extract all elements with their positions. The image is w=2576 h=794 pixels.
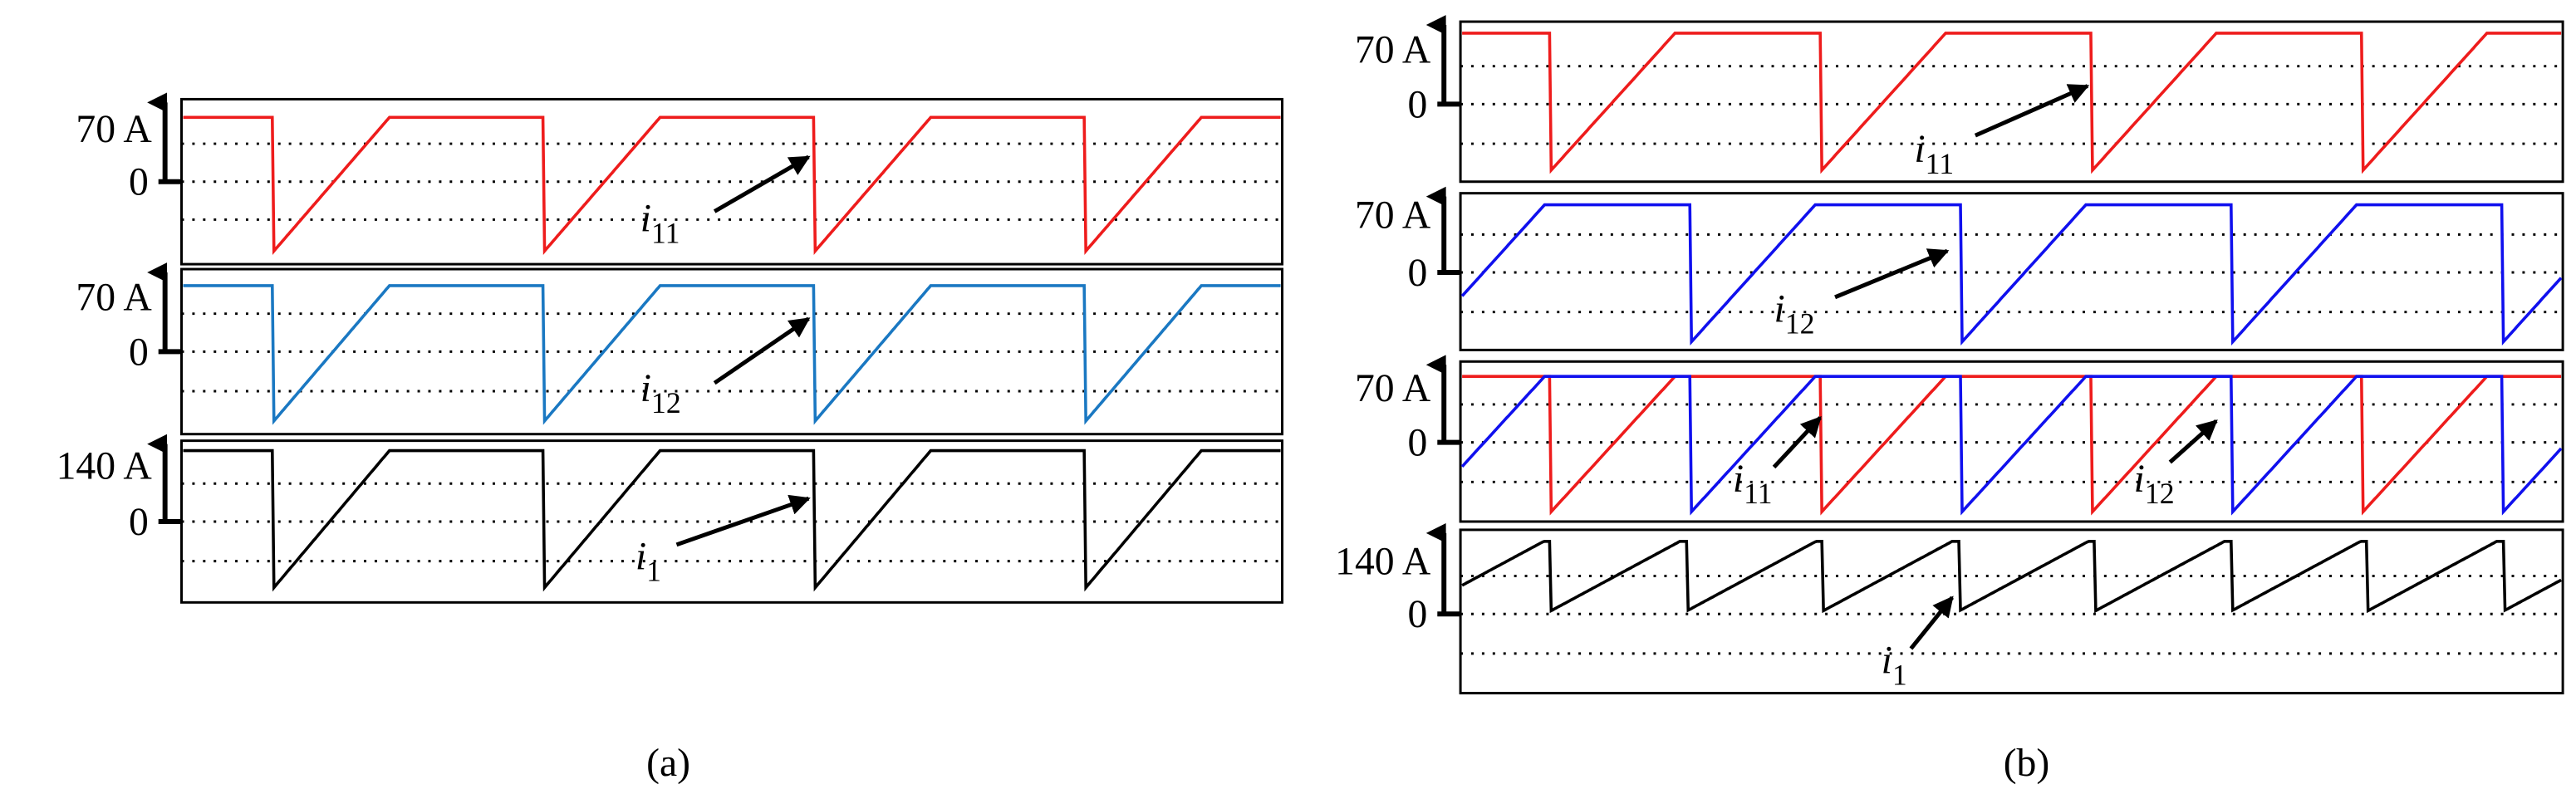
zero-label: 0 (1408, 252, 1428, 295)
symbol: i (635, 536, 646, 579)
subscript: 12 (2145, 477, 2175, 510)
zero-label: 0 (1408, 83, 1428, 126)
trace-label: i12 (2134, 458, 2175, 510)
symbol: i (2134, 458, 2145, 501)
plot-frame (1459, 192, 2564, 351)
pointer-arrow (713, 154, 811, 213)
trace-label: i12 (640, 367, 681, 419)
plot-frame (1459, 20, 2564, 184)
trace-label: i11 (1914, 128, 1954, 180)
zero-label: 0 (129, 331, 149, 374)
pointer-arrow (1834, 248, 1950, 300)
trace-label: i12 (1774, 288, 1815, 341)
plot-frame (1459, 528, 2564, 695)
plot: 70 A 0 i11 (1355, 15, 2564, 184)
scale-label: 70 A (1355, 194, 1431, 237)
plot: 140 A 0 i1 (1335, 522, 2564, 695)
plot: 70 A 0 i12 (1355, 186, 2564, 351)
caption: (a) (646, 742, 690, 785)
plot: 70 A 0 i11 (76, 92, 1284, 266)
waveform (1461, 540, 2563, 614)
zero-label: 0 (1408, 422, 1428, 465)
waveform (183, 448, 1281, 592)
symbol: i (1774, 288, 1785, 331)
scale-label: 70 A (76, 108, 152, 151)
symbol: i (640, 367, 651, 410)
subscript: 1 (1892, 659, 1907, 692)
waveform (183, 115, 1281, 256)
plot: 140 A 0 i1 (56, 434, 1284, 604)
subscript: 11 (1744, 477, 1772, 510)
plot-frame (1459, 360, 2564, 523)
trace-label: i1 (1882, 640, 1907, 692)
trace-label: i1 (635, 536, 661, 588)
pointer-arrow (1974, 84, 2090, 138)
symbol: i (1882, 640, 1892, 683)
symbol: i (640, 197, 651, 240)
caption: (b) (2004, 742, 2050, 785)
scale-label: 70 A (1355, 29, 1431, 72)
pointer-arrow (1909, 596, 1955, 650)
symbol: i (1733, 458, 1744, 501)
subscript: 12 (1785, 307, 1815, 341)
waveform (1462, 32, 2562, 174)
subscript: 11 (1926, 147, 1954, 180)
pointer-arrow (675, 494, 811, 547)
trace-label: i11 (1733, 458, 1773, 510)
pointer-arrow (2168, 419, 2218, 464)
scale-label: 140 A (56, 444, 153, 488)
waveform (1462, 375, 2562, 516)
waveform (1460, 203, 2563, 346)
trace-label: i11 (640, 197, 680, 249)
pointer-arrow (713, 316, 811, 385)
plot: 70 A 0 i12 (76, 262, 1284, 436)
zero-label: 0 (1408, 593, 1428, 636)
zero-label: 0 (129, 501, 149, 544)
scale-label: 70 A (1355, 367, 1431, 410)
waveform (1460, 375, 2563, 516)
waveform (183, 284, 1281, 425)
pointer-arrow (1772, 416, 1822, 469)
subscript: 12 (651, 386, 681, 419)
subscript: 1 (646, 555, 661, 588)
scale-label: 70 A (76, 277, 152, 320)
zero-label: 0 (129, 161, 149, 204)
scale-label: 140 A (1335, 541, 1431, 584)
subscript: 11 (651, 216, 680, 249)
symbol: i (1914, 128, 1925, 171)
